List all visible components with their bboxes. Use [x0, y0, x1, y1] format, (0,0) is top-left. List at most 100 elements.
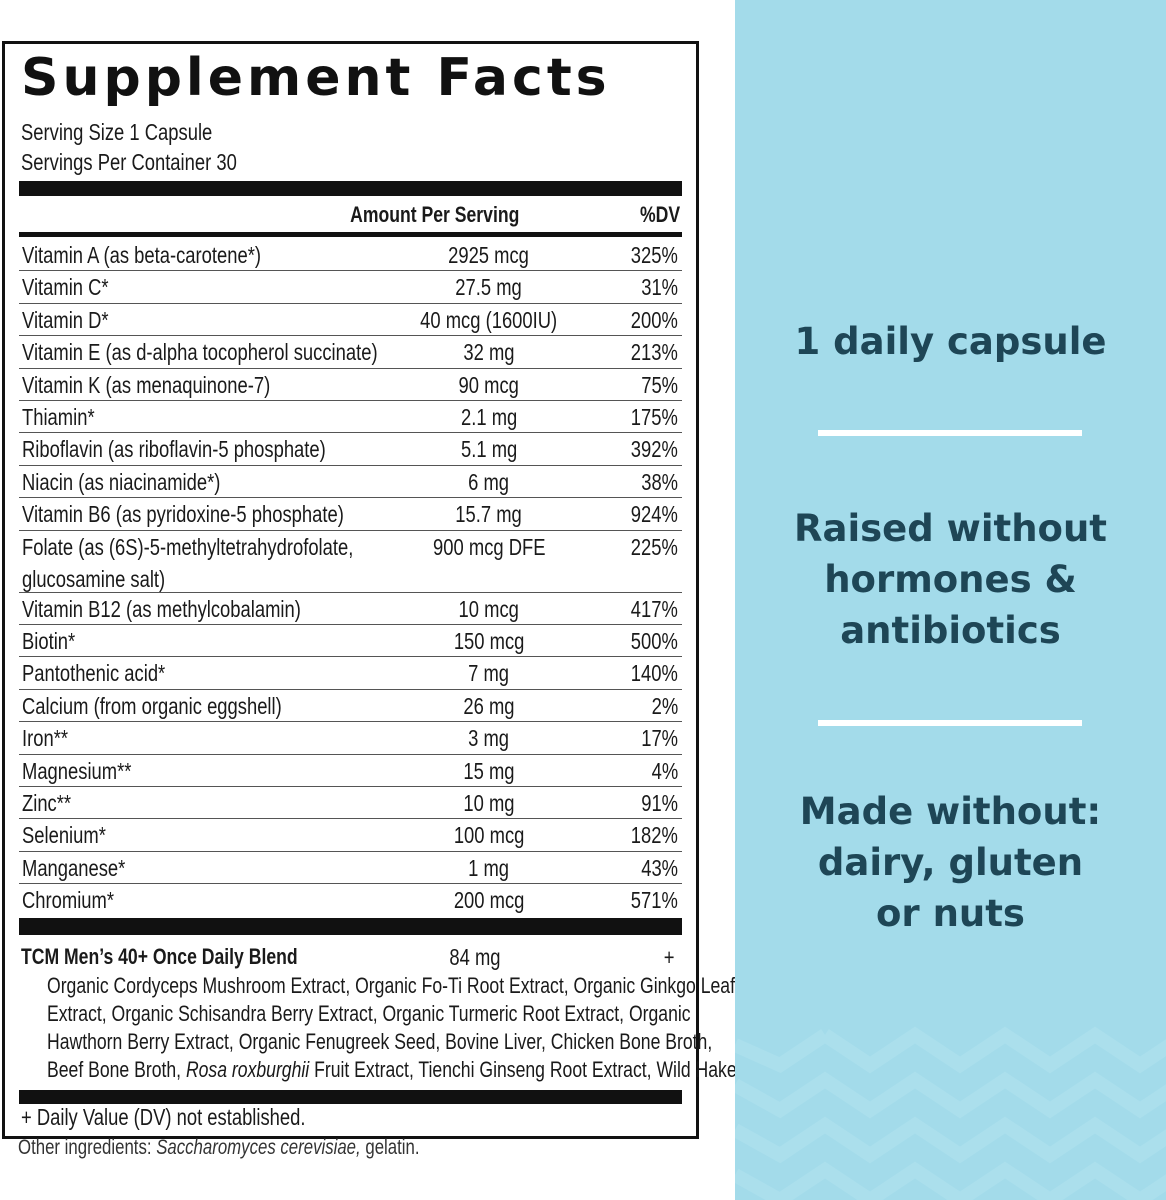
- nutrient-dv: 325%: [630, 242, 678, 268]
- nutrient-name: Iron**: [22, 725, 69, 752]
- dv-header: %DV: [639, 202, 680, 227]
- nutrient-dv: 38%: [641, 468, 678, 495]
- nutrient-name: Zinc**: [22, 790, 72, 816]
- nutrient-amount: 27.5 mg: [455, 274, 523, 301]
- nutrient-name: Selenium*: [22, 822, 106, 849]
- nutrient-amount: 3 mg: [468, 725, 510, 752]
- header-divider: [19, 232, 682, 237]
- nutrient-row: Zinc** 10 mg 91%: [19, 786, 682, 820]
- nutrient-row: Thiamin* 2.1 mg 175%: [19, 400, 682, 434]
- nutrient-name: Niacin (as niacinamide*): [22, 468, 221, 495]
- nutrient-dv: 4%: [651, 757, 678, 784]
- nutrient-amount: 200 mcg: [453, 887, 525, 914]
- nutrient-amount: 2.1 mg: [460, 404, 518, 430]
- thick-divider: [19, 1090, 682, 1104]
- nutrient-dv: 213%: [630, 339, 678, 366]
- claim-made-without: Made without: dairy, gluten or nuts: [799, 790, 1102, 935]
- blend-ingredients-line: Organic Cordyceps Mushroom Extract, Orga…: [47, 973, 735, 998]
- servings-per-container: Servings Per Container 30: [21, 149, 237, 175]
- nutrient-name: Magnesium**: [22, 757, 132, 784]
- nutrient-row: Vitamin A (as beta-carotene*) 2925 mcg 325…: [19, 238, 682, 272]
- blend-name: TCM Men’s 40+ Once Daily Blend: [21, 944, 298, 969]
- nutrient-amount: 15.7 mg: [455, 501, 523, 528]
- nutrient-row: Vitamin D* 40 mcg (1600IU) 200%: [19, 303, 682, 337]
- nutrient-row: Chromium* 200 mcg 571%: [19, 883, 682, 915]
- nutrient-name: Vitamin B6 (as pyridoxine-5 phosphate): [22, 501, 344, 528]
- nutrient-row: Selenium* 100 mcg 182%: [19, 818, 682, 852]
- nutrient-name: Vitamin K (as menaquinone-7): [22, 371, 271, 398]
- nutrient-dv: 924%: [630, 501, 678, 528]
- nutrient-dv: 225%: [630, 533, 678, 560]
- nutrient-amount: 15 mg: [463, 757, 515, 784]
- nutrient-name: Pantothenic acid*: [22, 660, 166, 687]
- nutrient-name: Vitamin D*: [22, 306, 109, 333]
- nutrient-name: Chromium*: [22, 887, 115, 914]
- nutrient-amount: 90 mcg: [458, 371, 520, 398]
- nutrient-row: Biotin* 150 mcg 500%: [19, 624, 682, 658]
- nutrient-name: Calcium (from organic eggshell): [22, 692, 282, 719]
- nutrient-row: Magnesium** 15 mg 4%: [19, 754, 682, 787]
- claim-raised-without: Raised without hormones & antibiotics: [794, 507, 1107, 652]
- nutrient-amount: 6 mg: [468, 468, 510, 495]
- dv-note: + Daily Value (DV) not established.: [21, 1104, 306, 1130]
- nutrient-row: Iron** 3 mg 17%: [19, 721, 682, 755]
- blend-dv: +: [663, 944, 674, 970]
- amount-header: Amount Per Serving: [350, 202, 520, 227]
- nutrient-dv: 392%: [630, 436, 678, 463]
- nutrient-amount: 40 mcg (1600IU): [420, 306, 558, 333]
- nutrient-amount: 100 mcg: [453, 822, 525, 849]
- nutrient-row: Vitamin K (as menaquinone-7) 90 mcg 75%: [19, 368, 682, 401]
- nutrient-name: Biotin*: [22, 628, 76, 654]
- nutrient-amount: 10 mg: [463, 790, 515, 816]
- nutrient-name: Vitamin B12 (as methylcobalamin): [22, 595, 301, 622]
- other-ingredients: Other ingredients: Saccharomyces cerevis…: [18, 1136, 420, 1159]
- nutrient-row: Pantothenic acid* 7 mg 140%: [19, 656, 682, 690]
- claim-divider: [818, 430, 1082, 436]
- nutrient-name: Vitamin C*: [22, 274, 109, 301]
- nutrient-dv: 200%: [630, 306, 678, 333]
- nutrient-dv: 75%: [641, 371, 678, 398]
- nutrient-row: Riboflavin (as riboflavin-5 phosphate) 5.…: [19, 432, 682, 466]
- nutrient-dv: 182%: [630, 822, 678, 849]
- nutrient-dv: 175%: [630, 404, 678, 430]
- thick-divider: [19, 918, 682, 935]
- nutrient-row: Manganese* 1 mg 43%: [19, 851, 682, 885]
- nutrient-dv: 91%: [641, 790, 678, 816]
- nutrient-name: glucosamine salt): [22, 565, 166, 592]
- nutrient-dv: 31%: [641, 274, 678, 301]
- thick-divider: [19, 181, 682, 196]
- supplement-facts-label: Supplement Facts Serving Size 1 Capsule …: [2, 41, 774, 1139]
- nutrient-dv: 140%: [630, 660, 678, 687]
- nutrient-name: Thiamin*: [22, 404, 95, 430]
- claim-divider: [818, 720, 1082, 726]
- nutrient-dv: 2%: [651, 692, 678, 719]
- nutrient-dv: 17%: [641, 725, 678, 752]
- chevron-pattern: [735, 1026, 1166, 1200]
- nutrient-dv: 43%: [641, 854, 678, 881]
- nutrient-row: Vitamin B12 (as methylcobalamin) 10 mcg 41…: [19, 592, 682, 625]
- nutrient-amount: 5.1 mg: [460, 436, 518, 463]
- nutrient-row: Niacin (as niacinamide*) 6 mg 38%: [19, 465, 682, 499]
- nutrient-row: Vitamin C* 27.5 mg 31%: [19, 270, 682, 304]
- nutrient-row: Calcium (from organic eggshell) 26 mg 2%: [19, 689, 682, 723]
- nutrient-name: Folate (as (6S)-5-methyltetrahydrofolate…: [22, 533, 354, 560]
- nutrient-dv: 500%: [630, 628, 678, 654]
- claims-panel: 1 daily capsule Raised without hormones &…: [735, 0, 1166, 1200]
- nutrient-name: Vitamin E (as d-alpha tocopherol succina…: [22, 339, 378, 366]
- nutrient-amount: 2925 mcg: [448, 242, 530, 268]
- blend-ingredients-line: Hawthorn Berry Extract, Organic Fenugree…: [47, 1029, 713, 1054]
- nutrient-name: Manganese*: [22, 854, 126, 881]
- nutrient-amount: 26 mg: [463, 692, 515, 719]
- nutrient-name: Riboflavin (as riboflavin-5 phosphate): [22, 436, 326, 463]
- blend-ingredients-line: Beef Bone Broth, Rosa roxburghii Fruit E…: [47, 1057, 774, 1082]
- serving-size: Serving Size 1 Capsule: [21, 119, 213, 145]
- nutrient-row: Vitamin E (as d-alpha tocopherol succina…: [19, 335, 682, 369]
- nutrient-amount: 10 mcg: [458, 595, 520, 622]
- nutrient-amount: 7 mg: [468, 660, 510, 687]
- nutrient-name: Vitamin A (as beta-carotene*): [22, 242, 261, 268]
- blend-amount: 84 mg: [449, 944, 501, 970]
- claim-daily-capsule: 1 daily capsule: [794, 320, 1107, 363]
- nutrient-dv: 417%: [630, 595, 678, 622]
- nutrient-amount: 32 mg: [463, 339, 515, 366]
- blend-ingredients-line: Extract, Organic Schisandra Berry Extrac…: [47, 1001, 691, 1026]
